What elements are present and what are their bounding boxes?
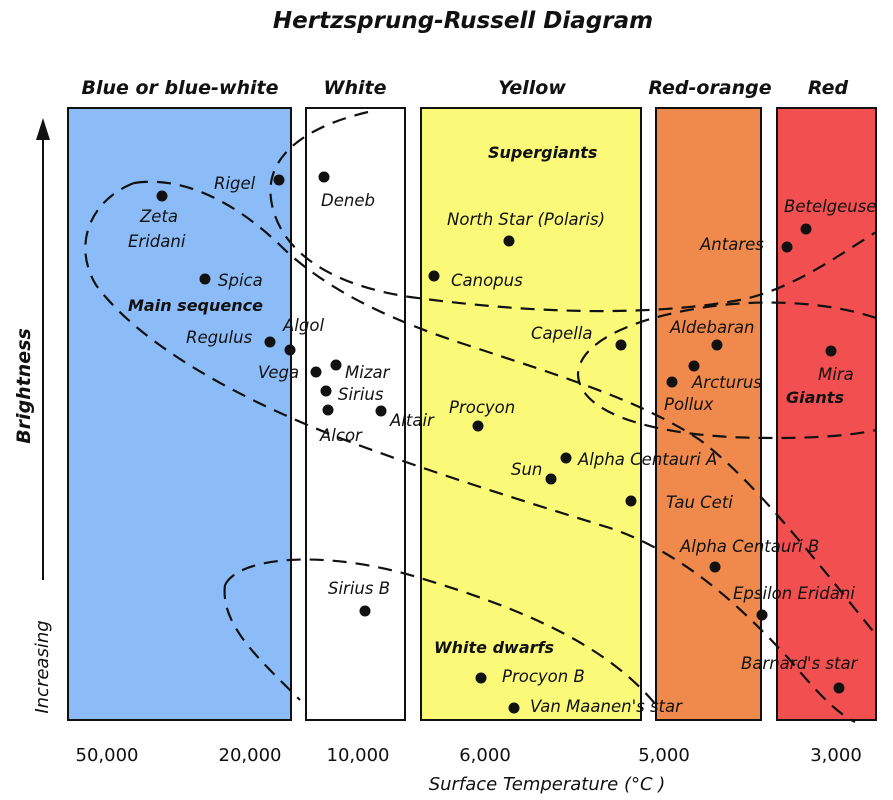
star-dot-alpha-centauri-b xyxy=(709,561,721,573)
star-label-van-maanens-star: Van Maanen's star xyxy=(530,697,683,716)
white-dwarfs-outline xyxy=(223,558,661,711)
star-dot-epsilon-eridani xyxy=(756,609,768,621)
main-sequence-outline-upper xyxy=(133,180,877,636)
star-dot-canopus xyxy=(428,270,440,282)
column-header-red-orange: Red-orange xyxy=(648,77,771,99)
star-labels: Rigel Deneb Zeta Eridani Spica Regulus A… xyxy=(128,174,877,716)
x-tick-label: 6,000 xyxy=(459,745,511,766)
star-label-alpha-centauri-a: Alpha Centauri A xyxy=(577,450,717,469)
star-label-epsilon-eridani: Epsilon Eridani xyxy=(733,584,855,603)
x-tick-label: 50,000 xyxy=(76,745,139,766)
band-red xyxy=(776,107,877,721)
star-dot-procyon xyxy=(472,420,484,432)
supergiants-outline xyxy=(269,110,877,313)
x-tick-label: 3,000 xyxy=(810,745,862,766)
y-axis-label-brightness: Brightness xyxy=(13,328,35,444)
column-header-red: Red xyxy=(808,77,849,99)
star-dot-rigel xyxy=(273,174,285,186)
diagram-title: Hertzsprung-Russell Diagram xyxy=(273,8,653,34)
star-dot-pollux xyxy=(666,376,678,388)
star-label-rigel: Rigel xyxy=(214,174,256,193)
region-label-supergiants: Supergiants xyxy=(488,143,597,162)
star-label-mira: Mira xyxy=(818,365,854,384)
star-label-sirius: Sirius xyxy=(338,385,384,404)
star-label-alcor: Alcor xyxy=(319,426,363,445)
main-sequence-outline xyxy=(84,181,856,723)
star-dot-aldebaran xyxy=(711,339,723,351)
star-label-arcturus: Arcturus xyxy=(691,373,762,392)
region-label-giants: Giants xyxy=(786,388,844,407)
star-label-polaris: North Star (Polaris) xyxy=(447,210,605,229)
star-dot-sirius xyxy=(320,385,332,397)
star-dot-vega xyxy=(310,366,322,378)
star-dot-polaris xyxy=(503,235,515,247)
star-dot-alpha-centauri-a xyxy=(560,452,572,464)
column-header-blue: Blue or blue-white xyxy=(81,77,278,99)
star-label-procyon: Procyon xyxy=(449,398,515,417)
band-blue xyxy=(67,107,292,721)
star-dot-capella xyxy=(615,339,627,351)
star-dot-arcturus xyxy=(688,360,700,372)
star-dot-deneb xyxy=(318,171,330,183)
giants-outline xyxy=(576,301,877,440)
star-dot-tau-ceti xyxy=(625,495,637,507)
star-dot-alcor xyxy=(322,404,334,416)
star-label-mizar: Mizar xyxy=(345,363,391,382)
band-red-orange xyxy=(655,107,762,721)
region-label-main-sequence: Main sequence xyxy=(128,296,263,315)
y-axis: Brightness Increasing xyxy=(13,118,53,714)
star-label-alpha-centauri-b: Alpha Centauri B xyxy=(679,537,819,556)
star-label-capella: Capella xyxy=(531,324,593,343)
star-label-eridani: Eridani xyxy=(128,232,186,251)
x-tick-label: 20,000 xyxy=(219,745,282,766)
star-label-procyon-b: Procyon B xyxy=(502,667,585,686)
star-label-deneb: Deneb xyxy=(321,191,375,210)
star-dot-van-maanens-star xyxy=(508,702,520,714)
star-dot-barnards-star xyxy=(833,682,845,694)
star-label-antares: Antares xyxy=(699,235,764,254)
column-header-yellow: Yellow xyxy=(498,77,566,99)
star-dot-procyon-b xyxy=(475,672,487,684)
x-axis-title: Surface Temperature (°C ) xyxy=(429,774,666,795)
star-dots xyxy=(156,171,845,714)
star-label-sirius-b: Sirius B xyxy=(328,579,390,598)
star-dot-spica xyxy=(199,273,211,285)
column-header-white: White xyxy=(324,77,387,99)
region-outlines xyxy=(84,110,877,723)
star-label-betelgeuse: Betelgeuse xyxy=(784,197,877,216)
star-label-tau-ceti: Tau Ceti xyxy=(666,493,733,512)
star-label-regulus: Regulus xyxy=(186,328,253,347)
star-dot-sun xyxy=(545,473,557,485)
region-label-white-dwarfs: White dwarfs xyxy=(434,638,554,657)
star-label-vega: Vega xyxy=(258,363,299,382)
star-dot-algol xyxy=(284,344,296,356)
star-dot-zeta-eridani xyxy=(156,190,168,202)
star-label-barnards-star: Barnard's star xyxy=(741,654,859,673)
star-dot-mizar xyxy=(330,359,342,371)
star-label-algol: Algol xyxy=(282,316,324,335)
x-tick-label: 10,000 xyxy=(327,745,390,766)
star-dot-regulus xyxy=(264,336,276,348)
band-white xyxy=(305,107,406,721)
y-axis-arrow-head-icon xyxy=(36,118,50,140)
star-label-altair: Altair xyxy=(389,411,435,430)
y-axis-label-increasing: Increasing xyxy=(32,620,53,713)
star-dot-betelgeuse xyxy=(800,223,812,235)
star-dot-antares xyxy=(781,241,793,253)
star-label-pollux: Pollux xyxy=(664,395,714,414)
star-dot-altair xyxy=(375,405,387,417)
star-dot-mira xyxy=(825,345,837,357)
star-dot-sirius-b xyxy=(359,605,371,617)
star-label-canopus: Canopus xyxy=(451,271,523,290)
star-label-spica: Spica xyxy=(218,271,263,290)
star-label-sun: Sun xyxy=(511,460,542,479)
star-label-aldebaran: Aldebaran xyxy=(669,318,754,337)
star-label-zeta: Zeta xyxy=(139,207,178,226)
x-tick-label: 5,000 xyxy=(638,745,690,766)
